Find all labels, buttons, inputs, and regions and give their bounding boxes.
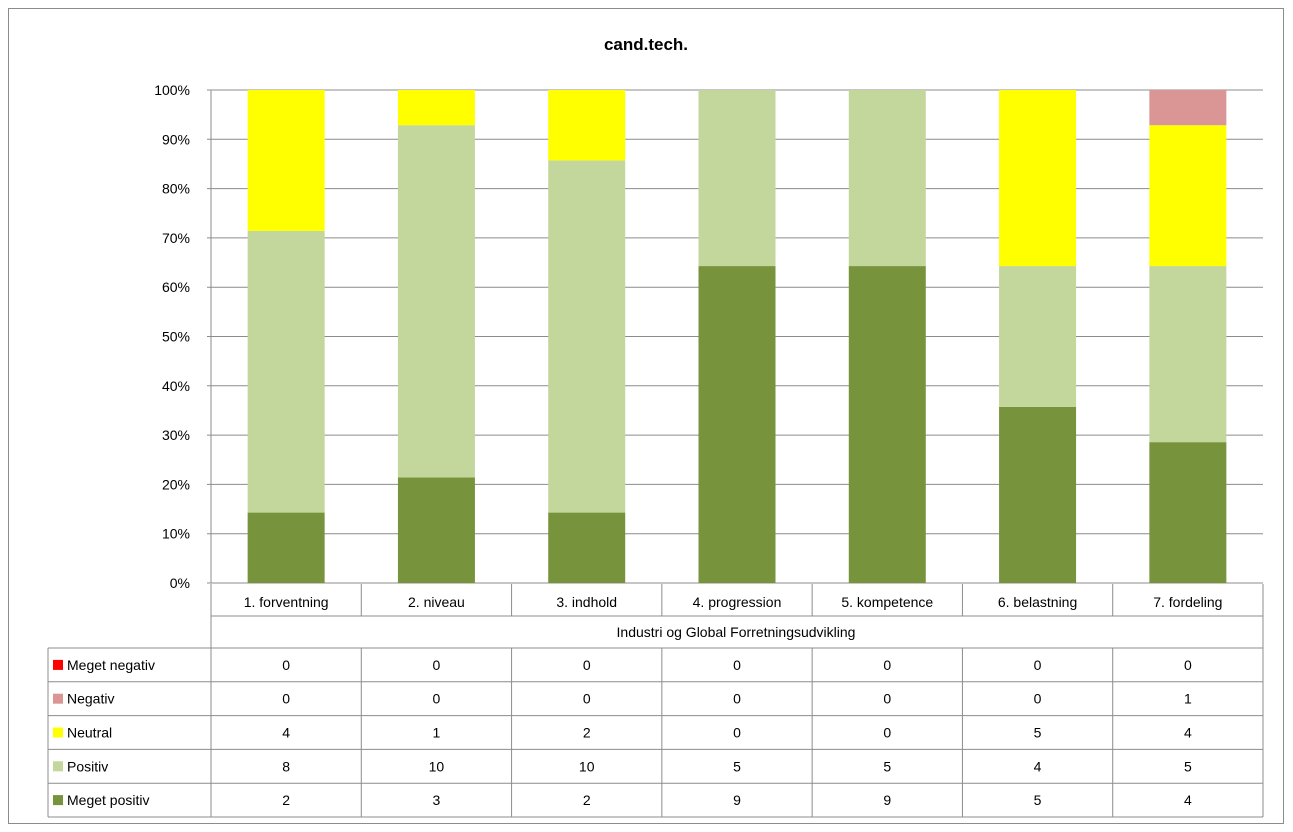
y-tick-label: 50% [162,329,190,345]
y-tick-label: 90% [162,131,190,147]
data-table-value: 9 [883,792,891,808]
data-table-value: 4 [282,725,290,741]
legend-label: Meget positiv [67,792,149,808]
data-table-value: 0 [433,657,441,673]
data-table-value: 5 [1034,792,1042,808]
data-table-value: 4 [1184,792,1192,808]
category-label: 2. niveau [408,594,465,610]
y-tick-label: 30% [162,427,190,443]
bar-segment [1149,90,1227,126]
category-label: 5. kompetence [841,594,933,610]
y-tick-label: 60% [162,279,190,295]
data-table-value: 0 [433,691,441,707]
bar-segment [548,160,626,513]
data-table-value: 2 [583,792,591,808]
legend-label: Neutral [67,725,112,741]
data-table-value: 1 [1184,691,1192,707]
bar-segment [397,477,475,583]
data-table-value: 8 [282,758,290,774]
y-tick-label: 40% [162,378,190,394]
bar-segment [999,266,1077,407]
data-table-value: 0 [883,657,891,673]
bars [247,90,1227,583]
bar-segment [999,406,1077,583]
category-label: 4. progression [693,594,782,610]
bar-segment [848,90,926,267]
bar-segment [698,266,776,583]
data-table-value: 0 [282,657,290,673]
legend-swatch [53,693,63,704]
data-table-value: 0 [583,657,591,673]
category-label: 1. forventning [244,594,329,610]
y-tick-label: 0% [170,575,190,591]
y-tick-label: 70% [162,230,190,246]
bar-segment [247,90,325,231]
legend-label: Negativ [67,691,114,707]
data-table-value: 5 [733,758,741,774]
data-table-value: 0 [1184,657,1192,673]
category-label: 3. indhold [556,594,617,610]
bar-segment [247,512,325,583]
bar-segment [698,90,776,267]
bar-segment [848,266,926,583]
data-table: 1. forventning 2. niveau 3. indhold 4. prog… [47,584,1264,818]
bar-segment [1149,125,1227,267]
group-label: Industri og Global Forretningsudvikling [617,624,856,640]
data-table-value: 5 [883,758,891,774]
chart-title: cand.tech. [604,35,688,54]
data-table-value: 10 [429,758,445,774]
y-axis-ticks: 0% 10% 20% 30% 40% 50% 60% 70% 80% 90% 100% [154,82,190,591]
legend-label: Meget negativ [67,657,155,673]
legend-label: Positiv [67,758,108,774]
legend-swatch [53,761,63,772]
bar-segment [1149,442,1227,583]
data-table-value: 3 [433,792,441,808]
data-table-value: 0 [1034,657,1042,673]
data-table-value: 0 [583,691,591,707]
data-table-value: 0 [733,657,741,673]
data-table-value: 4 [1184,725,1192,741]
data-table-value: 2 [282,792,290,808]
bar-segment [397,125,475,478]
category-label: 6. belastning [998,594,1077,610]
bar-segment [548,90,626,161]
data-table-value: 10 [579,758,595,774]
data-table-value: 0 [883,725,891,741]
data-table-value: 0 [1034,691,1042,707]
data-table-value: 9 [733,792,741,808]
data-table-value: 5 [1034,725,1042,741]
data-table-value: 0 [282,691,290,707]
legend-swatch [53,795,63,806]
bar-segment [397,90,475,126]
y-tick-label: 80% [162,181,190,197]
bar-segment [247,230,325,513]
legend-swatch [53,727,63,738]
data-table-value: 0 [883,691,891,707]
data-table-value: 2 [583,725,591,741]
data-table-value: 1 [433,725,441,741]
y-tick-label: 20% [162,476,190,492]
bar-segment [1149,266,1227,443]
y-tick-label: 100% [154,82,190,98]
category-label: 7. fordeling [1153,594,1222,610]
bar-segment [548,512,626,583]
data-table-value: 4 [1034,758,1042,774]
legend-swatch [53,659,63,670]
data-table-value: 5 [1184,758,1192,774]
bar-segment [999,90,1077,267]
data-table-value: 0 [733,691,741,707]
data-table-value: 0 [733,725,741,741]
y-tick-label: 10% [162,526,190,542]
